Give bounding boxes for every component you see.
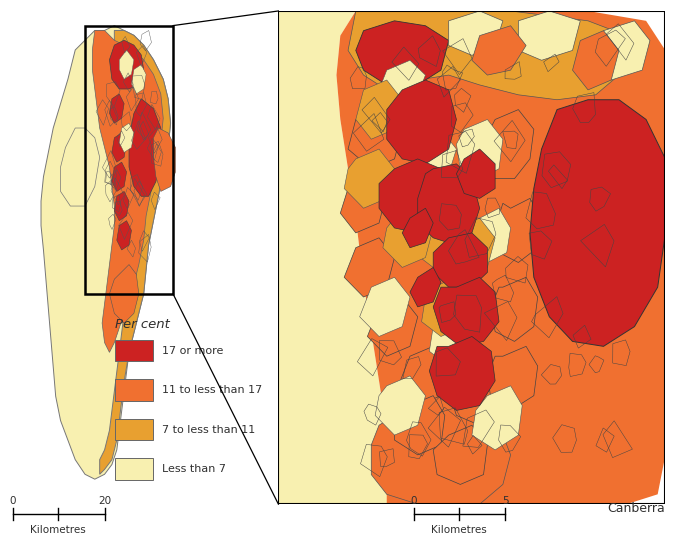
Polygon shape <box>117 221 132 250</box>
Bar <box>115 379 153 401</box>
Polygon shape <box>379 60 426 100</box>
Polygon shape <box>278 11 394 504</box>
Bar <box>115 419 153 441</box>
Polygon shape <box>278 11 665 504</box>
Polygon shape <box>371 396 511 504</box>
Polygon shape <box>109 94 124 123</box>
Polygon shape <box>375 376 426 435</box>
Polygon shape <box>348 11 627 100</box>
Polygon shape <box>109 40 144 89</box>
Polygon shape <box>491 277 538 341</box>
Polygon shape <box>410 129 456 184</box>
Polygon shape <box>449 356 503 425</box>
Polygon shape <box>518 11 581 60</box>
Text: Canberra: Canberra <box>608 502 665 515</box>
Polygon shape <box>379 159 449 233</box>
Polygon shape <box>360 277 410 336</box>
Polygon shape <box>414 208 464 267</box>
Polygon shape <box>449 11 503 55</box>
Polygon shape <box>41 26 170 479</box>
Polygon shape <box>92 31 163 352</box>
Polygon shape <box>495 198 542 262</box>
Polygon shape <box>100 31 170 474</box>
Polygon shape <box>472 386 522 450</box>
Text: 11 to less than 17: 11 to less than 17 <box>162 385 262 395</box>
Polygon shape <box>483 110 534 179</box>
Polygon shape <box>429 336 495 410</box>
Polygon shape <box>418 164 479 243</box>
Polygon shape <box>488 346 538 410</box>
Polygon shape <box>340 179 387 233</box>
Text: 0: 0 <box>410 495 417 506</box>
Text: Kilometres: Kilometres <box>431 525 487 535</box>
Polygon shape <box>356 21 449 85</box>
Bar <box>115 458 153 480</box>
Polygon shape <box>402 208 433 248</box>
Polygon shape <box>112 133 126 162</box>
Text: Less than 7: Less than 7 <box>162 464 225 474</box>
Text: 20: 20 <box>98 495 111 506</box>
Polygon shape <box>445 218 495 277</box>
Text: 7 to less than 11: 7 to less than 11 <box>162 425 255 435</box>
Polygon shape <box>410 267 441 307</box>
Polygon shape <box>530 100 665 346</box>
Polygon shape <box>356 80 402 139</box>
Polygon shape <box>433 425 488 484</box>
Text: Kilometres: Kilometres <box>31 525 86 535</box>
Polygon shape <box>387 80 456 164</box>
Polygon shape <box>433 233 488 287</box>
Polygon shape <box>383 208 433 267</box>
Polygon shape <box>422 277 472 336</box>
Polygon shape <box>60 128 100 206</box>
Polygon shape <box>456 119 503 179</box>
Text: 5: 5 <box>502 495 509 506</box>
Polygon shape <box>429 307 479 366</box>
Polygon shape <box>120 123 134 152</box>
Polygon shape <box>344 238 394 297</box>
Polygon shape <box>399 346 449 406</box>
Polygon shape <box>572 31 619 90</box>
Polygon shape <box>129 99 161 196</box>
Polygon shape <box>344 149 394 208</box>
Polygon shape <box>367 297 418 356</box>
Polygon shape <box>433 277 499 346</box>
Text: 0: 0 <box>10 495 16 506</box>
Polygon shape <box>472 26 526 75</box>
Bar <box>85 26 173 294</box>
Polygon shape <box>153 128 175 191</box>
Polygon shape <box>120 50 134 79</box>
Polygon shape <box>114 191 129 221</box>
Polygon shape <box>472 208 511 262</box>
Polygon shape <box>132 65 146 94</box>
Polygon shape <box>348 110 402 169</box>
Bar <box>115 340 153 362</box>
Text: 17 or more: 17 or more <box>162 346 223 356</box>
Polygon shape <box>394 396 445 455</box>
Polygon shape <box>109 265 139 323</box>
Polygon shape <box>112 162 126 191</box>
Polygon shape <box>456 149 495 198</box>
Polygon shape <box>595 21 650 80</box>
Text: Per cent: Per cent <box>115 318 170 331</box>
